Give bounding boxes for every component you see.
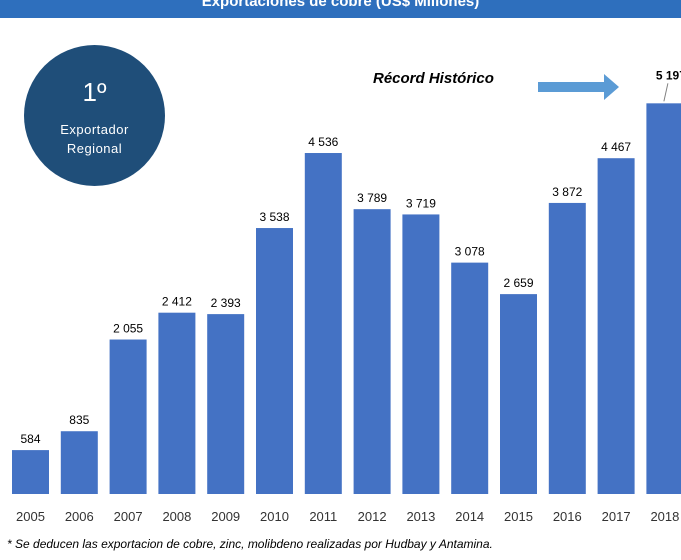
badge-label-line2: Regional	[66, 141, 123, 156]
x-tick-2006: 2006	[65, 509, 94, 524]
x-tick-2005: 2005	[16, 509, 45, 524]
data-label-2018: 5 197	[656, 68, 681, 82]
bar-2007	[109, 339, 147, 494]
data-label-2013: 3 719	[406, 196, 436, 210]
data-label-2017: 4 467	[601, 140, 631, 154]
record-annotation: Récord Histórico	[373, 70, 494, 87]
x-tick-2007: 2007	[114, 509, 143, 524]
x-tick-2010: 2010	[260, 509, 289, 524]
bar-2013	[402, 214, 440, 495]
data-label-2011: 4 536	[308, 135, 338, 149]
bar-2018	[646, 103, 681, 494]
right-arrow-icon	[538, 74, 619, 100]
x-tick-2012: 2012	[358, 509, 387, 524]
bar-2006	[60, 431, 98, 494]
bar-2014	[451, 262, 489, 494]
data-label-2016: 3 872	[552, 185, 582, 199]
data-label-2007: 2 055	[113, 322, 143, 336]
bar-2016	[548, 202, 586, 494]
x-tick-2016: 2016	[553, 509, 582, 524]
data-label-2009: 2 393	[211, 296, 241, 310]
x-tick-2017: 2017	[602, 509, 631, 524]
x-tick-2014: 2014	[455, 509, 484, 524]
x-tick-2015: 2015	[504, 509, 533, 524]
bar-2009	[207, 314, 245, 494]
x-tick-2011: 2011	[309, 509, 337, 524]
data-label-leader	[663, 83, 669, 102]
data-label-2005: 584	[20, 432, 40, 446]
exporter-rank-badge: 1º Exportador Regional	[24, 45, 165, 186]
data-label-2012: 3 789	[357, 191, 387, 205]
data-label-2015: 2 659	[503, 276, 533, 290]
badge-label-line1: Exportador	[60, 122, 129, 137]
bar-2008	[158, 312, 196, 494]
bar-2012	[353, 209, 391, 494]
x-tick-2013: 2013	[406, 509, 435, 524]
bar-2010	[256, 228, 293, 495]
footnote: * Se deducen las exportacion de cobre, z…	[7, 537, 493, 551]
chart-title: Exportaciones de cobre (US$ Millones)	[201, 0, 480, 10]
x-tick-2018: 2018	[650, 509, 679, 524]
data-label-2006: 835	[69, 413, 89, 427]
x-tick-2008: 2008	[162, 509, 191, 524]
bar-2005	[12, 450, 49, 494]
x-tick-2009: 2009	[211, 509, 240, 524]
chart-title-bar: Exportaciones de cobre (US$ Millones)	[0, 0, 681, 18]
bar-chart: 584 835 2 055 2 412 2 393 3 538 4 536 3 789 3 71…	[12, 68, 681, 524]
data-label-2008: 2 412	[162, 295, 192, 309]
bar-2011	[304, 153, 342, 494]
bar-2017	[597, 158, 635, 494]
data-label-2014: 3 078	[455, 245, 485, 259]
data-label-2010: 3 538	[259, 210, 289, 224]
bar-2015	[500, 294, 537, 494]
badge-rank: 1º	[82, 77, 107, 107]
